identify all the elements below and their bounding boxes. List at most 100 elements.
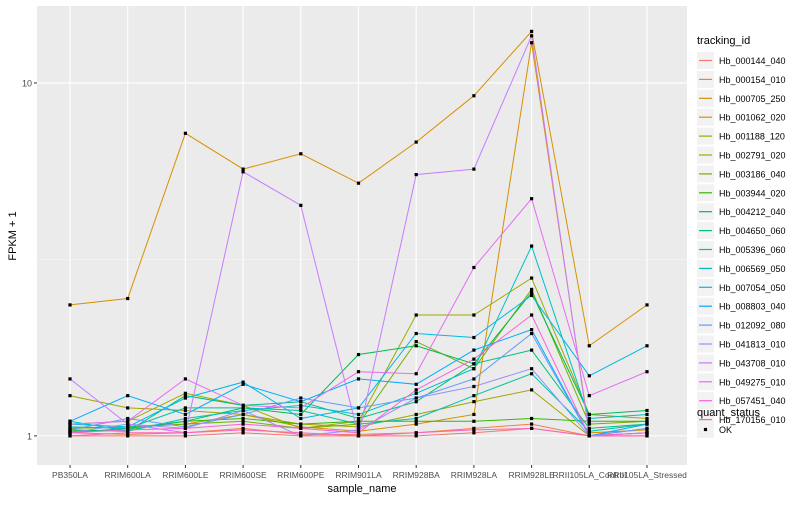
- data-point: [68, 434, 72, 438]
- data-point: [126, 431, 130, 435]
- data-point: [183, 396, 187, 400]
- data-point: [299, 408, 303, 413]
- legend2-point: [703, 427, 708, 432]
- x-tick-label: PB350LA: [52, 470, 88, 480]
- legend-tracking-id: tracking_id Hb_000144_040 Hb_000154_010 Hb…: [697, 35, 786, 429]
- legend-label: Hb_000705_250: [719, 94, 786, 104]
- data-point: [414, 396, 418, 400]
- data-point: [126, 425, 130, 429]
- data-point: [241, 170, 245, 174]
- data-point: [414, 412, 418, 417]
- data-point: [356, 428, 361, 432]
- data-point: [645, 370, 649, 374]
- data-point: [241, 403, 245, 407]
- data-point: [299, 422, 303, 426]
- data-point: [241, 416, 245, 421]
- data-point: [472, 400, 476, 404]
- data-point: [356, 419, 361, 423]
- data-point: [472, 377, 476, 381]
- data-point: [414, 431, 418, 435]
- data-point: [645, 419, 649, 423]
- data-point: [126, 428, 130, 432]
- legend-label: Hb_041813_010: [719, 340, 786, 350]
- x-axis-title: sample_name: [327, 483, 396, 495]
- data-point: [645, 434, 649, 438]
- data-point: [472, 362, 476, 366]
- data-point: [299, 434, 303, 438]
- legend2-label: OK: [719, 425, 732, 435]
- x-tick-label: RRIM928BA: [393, 470, 441, 480]
- y-tick-label: 1: [27, 431, 32, 441]
- legend-label: Hb_003944_020: [719, 188, 786, 198]
- data-point: [241, 167, 245, 171]
- data-point: [530, 290, 534, 294]
- data-point: [530, 367, 534, 371]
- data-point: [183, 406, 187, 410]
- data-point: [356, 377, 361, 381]
- data-point: [472, 428, 476, 432]
- legend-label: Hb_000154_010: [719, 75, 786, 85]
- x-tick-label: RRII105LA_Control: [552, 470, 626, 480]
- data-point: [414, 400, 418, 404]
- data-point: [299, 416, 303, 421]
- data-point: [530, 244, 534, 248]
- x-tick-label: RRIM600SE: [219, 470, 267, 480]
- legend-label: Hb_057451_040: [719, 396, 786, 406]
- data-point: [299, 406, 303, 410]
- data-point: [414, 331, 418, 336]
- x-tick-label: RRIM600LA: [105, 470, 152, 480]
- data-point: [356, 352, 361, 357]
- legend-label: Hb_012092_080: [719, 321, 786, 331]
- legend-label: Hb_049275_010: [719, 377, 786, 387]
- legend-label: Hb_000144_040: [719, 56, 786, 66]
- data-point: [414, 422, 418, 426]
- legend-title: tracking_id: [697, 35, 750, 47]
- data-point: [126, 394, 130, 398]
- data-point: [645, 422, 649, 426]
- data-point: [472, 394, 476, 398]
- data-point: [587, 429, 591, 433]
- data-point: [472, 384, 476, 389]
- data-point: [472, 419, 476, 423]
- data-point: [183, 426, 187, 430]
- data-point: [530, 388, 534, 392]
- data-point: [587, 416, 591, 421]
- data-point: [68, 419, 72, 423]
- y-axis: 1 10: [22, 78, 37, 441]
- data-point: [183, 416, 187, 421]
- legend-label: Hb_002791_020: [719, 151, 786, 161]
- data-point: [587, 412, 591, 417]
- data-point: [414, 339, 418, 344]
- data-point: [241, 431, 245, 435]
- x-tick-label: RRIM600LE: [162, 470, 209, 480]
- data-point: [472, 94, 476, 98]
- data-point: [414, 313, 418, 317]
- data-point: [183, 408, 187, 413]
- data-point: [645, 303, 649, 307]
- data-point: [587, 394, 591, 398]
- data-point: [587, 419, 591, 423]
- data-point: [645, 344, 649, 348]
- x-tick-label: RRIM928LE: [508, 470, 555, 480]
- legend-label: Hb_004212_040: [719, 207, 786, 217]
- data-point: [241, 422, 245, 426]
- data-point: [414, 419, 418, 423]
- data-point: [126, 296, 130, 301]
- data-point: [356, 434, 361, 438]
- data-point: [68, 431, 72, 435]
- data-point: [472, 265, 476, 270]
- data-point: [183, 377, 187, 381]
- data-point: [356, 181, 361, 185]
- data-point: [587, 344, 591, 348]
- legend-label: Hb_006569_050: [719, 264, 786, 274]
- data-point: [530, 372, 534, 376]
- data-point: [126, 422, 130, 426]
- data-point: [183, 434, 187, 438]
- data-point: [530, 422, 534, 426]
- data-point: [356, 406, 361, 410]
- data-point: [68, 425, 72, 429]
- legend-label: Hb_043708_010: [719, 358, 786, 368]
- x-tick-label: RRIM600PE: [277, 470, 325, 480]
- data-point: [530, 313, 534, 317]
- data-point: [183, 412, 187, 417]
